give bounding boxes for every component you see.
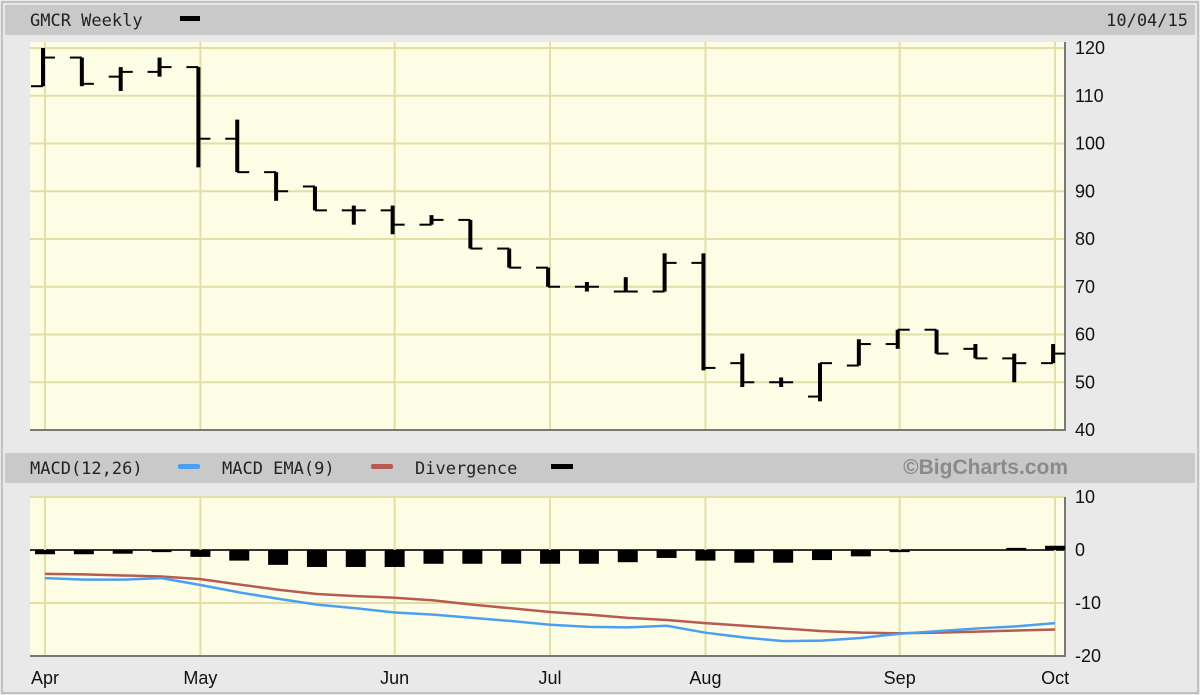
ohlc-bar — [691, 253, 716, 371]
divergence-bar — [656, 550, 677, 558]
divergence-bar — [112, 550, 133, 554]
divergence-bar — [734, 550, 755, 563]
price-axis-border — [30, 42, 1066, 431]
ohlc-bar — [963, 344, 988, 360]
price-header-bar — [5, 5, 1195, 35]
x-month-label: Aug — [689, 668, 721, 688]
ohlc-bar — [147, 57, 172, 77]
divergence-bar — [617, 550, 638, 563]
divergence-bar — [501, 550, 522, 564]
price-y-tick: 90 — [1075, 181, 1095, 201]
ohlc-bar — [808, 362, 832, 402]
divergence-bar — [1045, 545, 1066, 550]
macd-plot-area — [30, 497, 1065, 656]
ema-legend-swatch — [371, 464, 393, 469]
ohlc-bar — [536, 266, 561, 288]
divergence-bar — [773, 550, 794, 563]
divergence-legend-swatch — [551, 464, 573, 469]
price-y-tick: 70 — [1075, 277, 1095, 297]
ohlc-bar — [497, 247, 522, 269]
ohlc-bar — [613, 277, 638, 293]
ohlc-bar — [924, 328, 949, 355]
divergence-bar — [889, 550, 910, 553]
x-month-label: Jul — [539, 668, 562, 688]
macd-line — [44, 576, 1056, 643]
price-plot-area — [30, 42, 1065, 430]
divergence-bar — [384, 550, 405, 567]
chart-title: GMCR Weekly — [30, 11, 143, 31]
ohlc-bar — [652, 253, 677, 293]
macd-legend-swatch — [178, 464, 200, 469]
divergence-bar — [540, 550, 561, 564]
price-y-tick: 40 — [1075, 420, 1095, 440]
divergence-bar — [850, 550, 871, 557]
divergence-legend-label: Divergence — [415, 459, 517, 479]
x-month-label: Sep — [884, 668, 916, 688]
divergence-bar — [462, 550, 483, 564]
ema-legend-label: MACD EMA(9) — [222, 459, 335, 479]
x-month-label: Oct — [1041, 668, 1069, 688]
macd-header-bar — [5, 453, 1195, 483]
bigcharts-watermark: ©BigCharts.com — [903, 456, 1068, 479]
macd-ema-line — [44, 572, 1056, 635]
macd-legend-label: MACD(12,26) — [30, 459, 143, 479]
ohlc-bar — [846, 339, 871, 367]
divergence-bar — [812, 550, 832, 561]
divergence-bar — [268, 550, 289, 565]
macd-y-tick: 10 — [1075, 487, 1095, 507]
ohlc-bar — [769, 377, 794, 388]
divergence-bar — [151, 550, 172, 553]
macd-y-tick: -10 — [1075, 593, 1101, 613]
divergence-bar — [35, 550, 55, 555]
x-month-label: Jun — [380, 668, 409, 688]
ohlc-bar — [885, 328, 910, 349]
price-y-tick: 50 — [1075, 372, 1095, 392]
divergence-bar — [578, 550, 599, 564]
ohlc-bar — [730, 353, 755, 388]
divergence-bar — [73, 550, 94, 555]
macd-panel: 10 0 -10 -20 Apr May Jun Jul Aug Sep Oct — [30, 487, 1101, 688]
price-panel: 120 110 100 90 80 70 60 50 40 — [30, 38, 1105, 440]
divergence-bar — [695, 550, 716, 561]
ohlc-bar — [225, 119, 250, 174]
ohlc-bar — [341, 205, 366, 225]
ohlc-bar — [1002, 353, 1027, 383]
ohlc-bar — [264, 171, 289, 201]
ohlc-bar — [186, 66, 211, 168]
ohlc-bar — [458, 218, 483, 250]
price-y-tick: 80 — [1075, 229, 1095, 249]
divergence-bar — [423, 550, 444, 564]
ohlc-bar — [419, 215, 444, 226]
price-y-tick: 100 — [1075, 134, 1105, 154]
divergence-bar — [190, 550, 211, 557]
price-legend-swatch — [180, 16, 200, 21]
ohlc-bar — [380, 205, 405, 235]
divergence-bar — [1006, 547, 1027, 550]
divergence-bar — [306, 550, 327, 567]
ohlc-bar — [302, 185, 327, 212]
price-y-tick: 60 — [1075, 325, 1095, 345]
ohlc-bar — [31, 48, 55, 88]
chart-date: 10/04/15 — [1106, 11, 1188, 31]
x-month-label: May — [183, 668, 217, 688]
ohlc-bar — [574, 281, 599, 292]
price-y-tick: 120 — [1075, 38, 1105, 58]
ohlc-bar — [1041, 344, 1066, 365]
ohlc-bar — [69, 56, 94, 87]
divergence-bar — [229, 550, 250, 561]
macd-y-tick: 0 — [1075, 540, 1085, 560]
ohlc-bar — [108, 67, 133, 91]
divergence-bar — [345, 550, 366, 567]
x-month-label: Apr — [31, 668, 59, 688]
price-y-tick: 110 — [1075, 86, 1104, 106]
macd-y-tick: -20 — [1075, 646, 1101, 666]
